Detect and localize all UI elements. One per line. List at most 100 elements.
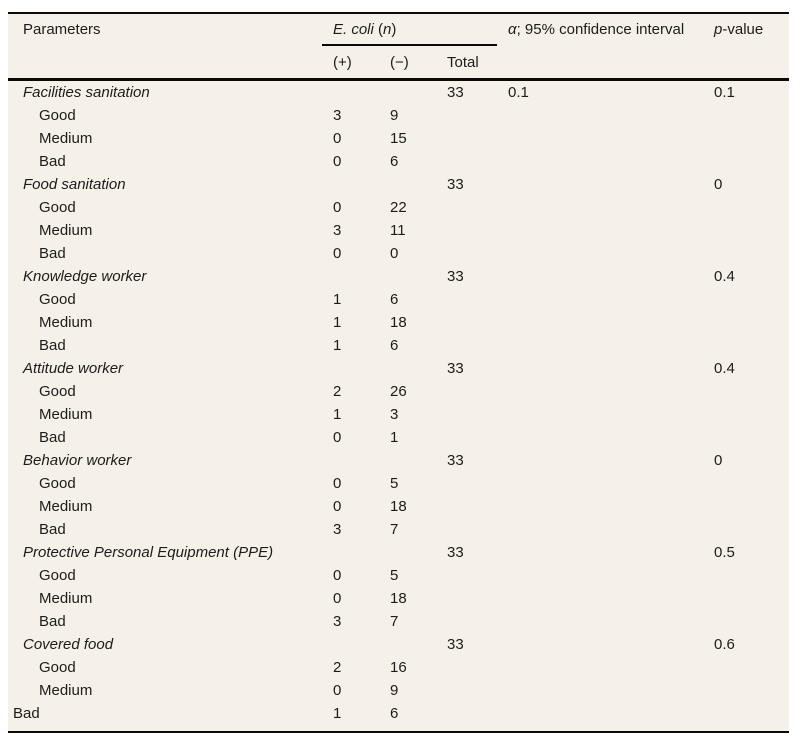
column-header-p-value: p-value [713, 13, 789, 45]
plus-cell: 0 [333, 475, 342, 492]
total-cell [436, 403, 497, 426]
ecoli-n-label: n [383, 20, 392, 38]
param-cell: Bad [39, 153, 66, 170]
minus-cell: 5 [390, 475, 399, 492]
minus-cell: 9 [390, 107, 399, 124]
param-cell: Bad [39, 613, 66, 630]
table-row: Facilities sanitation 33 0.1 0.1 [8, 80, 789, 105]
plus-cell: 0 [333, 682, 342, 699]
ecoli-italic-label: E. coli [333, 20, 374, 38]
table-row: Good 1 6 [8, 288, 789, 311]
minus-cell [379, 80, 436, 105]
table-row: Good 2 16 [8, 656, 789, 679]
column-header-negative: (−) [379, 45, 436, 81]
ci-cell [497, 656, 713, 679]
p-value-label: -value [722, 21, 764, 38]
minus-cell: 18 [390, 498, 407, 515]
param-cell: Medium [39, 314, 93, 331]
table-row: Good 0 5 [8, 564, 789, 587]
param-cell: Good [39, 107, 76, 124]
plus-cell: 1 [333, 291, 342, 308]
p-cell: 0 [714, 176, 723, 193]
ci-cell [497, 633, 713, 656]
minus-cell: 0 [390, 245, 399, 262]
total-cell [436, 196, 497, 219]
p-cell: 0.1 [714, 84, 735, 101]
param-cell: Good [39, 199, 76, 216]
p-cell [713, 288, 789, 311]
total-cell: 33 [447, 84, 464, 101]
minus-cell: 6 [390, 291, 399, 308]
table-row: Bad 3 7 [8, 610, 789, 633]
p-cell [713, 242, 789, 265]
total-cell: 33 [447, 268, 464, 285]
table-row: Bad 1 6 [8, 702, 789, 732]
plus-cell: 3 [333, 107, 342, 124]
plus-cell: 0 [333, 199, 342, 216]
param-cell: Facilities sanitation [23, 84, 150, 101]
param-cell: Good [39, 383, 76, 400]
minus-cell: 6 [390, 153, 399, 170]
plus-cell: 0 [333, 429, 342, 446]
plus-cell: 2 [333, 383, 342, 400]
p-cell: 0 [714, 452, 723, 469]
total-cell: 33 [447, 176, 464, 193]
total-cell [436, 242, 497, 265]
plus-cell [322, 173, 379, 196]
minus-cell: 9 [390, 682, 399, 699]
param-cell: Good [39, 291, 76, 308]
total-cell: 33 [447, 544, 464, 561]
p-cell [713, 702, 789, 732]
total-cell [436, 127, 497, 150]
plus-cell: 0 [333, 153, 342, 170]
total-cell [436, 518, 497, 541]
column-header-ecoli-group: E. coli (n) [322, 13, 498, 46]
column-header-positive: (+) [322, 45, 379, 81]
table-row: Behavior worker 33 0 [8, 449, 789, 472]
p-cell [713, 518, 789, 541]
ci-cell [497, 587, 713, 610]
param-cell: Medium [39, 590, 93, 607]
table-row: Bad 0 0 [8, 242, 789, 265]
table-row: Bad 0 6 [8, 150, 789, 173]
plus-cell [322, 265, 379, 288]
ci-cell [497, 426, 713, 449]
minus-cell: 18 [390, 590, 407, 607]
minus-cell: 1 [390, 429, 399, 446]
plus-cell: 0 [333, 130, 342, 147]
column-header-confidence-interval: α; 95% confidence interval [497, 13, 713, 45]
ci-cell [497, 104, 713, 127]
table-row: Medium 3 11 [8, 219, 789, 242]
param-cell: Medium [39, 130, 93, 147]
total-cell [436, 472, 497, 495]
minus-cell: 6 [390, 337, 399, 354]
p-symbol: p [714, 21, 723, 38]
param-cell: Bad [13, 705, 40, 722]
table-row: Medium 0 9 [8, 679, 789, 702]
p-cell [713, 472, 789, 495]
minus-cell: 5 [390, 567, 399, 584]
total-cell [436, 426, 497, 449]
total-cell [436, 587, 497, 610]
alpha-symbol: α [508, 21, 517, 38]
total-cell [436, 219, 497, 242]
plus-cell [322, 633, 379, 656]
total-cell: 33 [447, 452, 464, 469]
param-cell: Bad [39, 521, 66, 538]
total-cell [436, 495, 497, 518]
param-cell: Medium [39, 406, 93, 423]
p-cell: 0.4 [714, 268, 735, 285]
empty-header-cell [713, 45, 790, 81]
table-row: Bad 0 1 [8, 426, 789, 449]
ci-cell [497, 127, 713, 150]
plus-cell: 0 [333, 245, 342, 262]
table-row: Medium 0 15 [8, 127, 789, 150]
ci-cell [497, 449, 713, 472]
minus-cell: 7 [390, 521, 399, 538]
column-header-total: Total [436, 45, 498, 81]
p-cell [713, 127, 789, 150]
table-row: Medium 0 18 [8, 495, 789, 518]
param-cell: Bad [39, 429, 66, 446]
plus-cell: 0 [333, 567, 342, 584]
ci-cell [497, 679, 713, 702]
